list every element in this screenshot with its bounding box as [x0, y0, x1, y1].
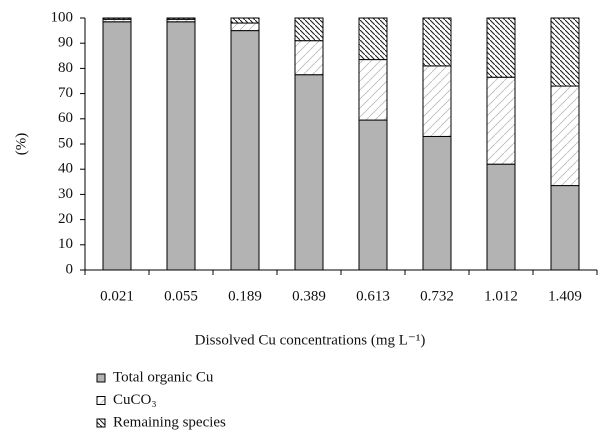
bar-segment: [230, 17, 260, 24]
bar-segment: [102, 21, 132, 271]
bar-segment: [230, 22, 260, 32]
bar-segment: [166, 17, 196, 20]
y-axis-label: (%): [13, 133, 29, 156]
x-tick-label: 1.409: [548, 288, 582, 304]
y-tick-label: 80: [58, 60, 73, 76]
bar-segment: [166, 21, 196, 271]
bar-segment: [550, 85, 580, 187]
x-tick-label: 0.613: [356, 288, 390, 304]
bar-segment: [422, 65, 452, 137]
y-tick-label: 20: [58, 211, 73, 227]
bar-segment: [550, 185, 580, 271]
y-tick-label: 0: [66, 261, 74, 277]
x-tick-label: 0.389: [292, 288, 326, 304]
x-tick-label: 0.055: [164, 288, 198, 304]
legend-item: Remaining species: [96, 414, 226, 430]
y-tick-label: 60: [58, 110, 73, 126]
legend-swatch: [96, 396, 106, 405]
bar-segment: [422, 135, 452, 271]
legend-item: Total organic Cu: [96, 369, 214, 385]
bar-segment: [294, 40, 324, 76]
bar-segment: [422, 17, 452, 67]
y-tick-label: 30: [58, 186, 73, 202]
y-tick-label: 40: [58, 161, 73, 177]
x-tick-label: 0.189: [228, 288, 262, 304]
bar-segment: [486, 163, 516, 271]
y-tick-label: 10: [58, 236, 73, 252]
legend-label: CuCO₃: [113, 392, 157, 408]
bar-segment: [294, 74, 324, 271]
bar-segment: [358, 119, 388, 271]
x-tick-label: 1.012: [484, 288, 518, 304]
x-tick-label: 0.732: [420, 288, 454, 304]
legend-swatch: [96, 418, 106, 428]
legend-item: CuCO₃: [96, 392, 157, 408]
x-axis-label: Dissolved Cu concentrations (mg L⁻¹): [195, 332, 426, 348]
y-tick-label: 100: [51, 9, 74, 25]
bar-segment: [358, 59, 388, 121]
legend-label: Total organic Cu: [113, 369, 214, 385]
bar-segment: [102, 17, 132, 20]
y-tick-label: 50: [58, 135, 73, 151]
bar-segment: [294, 17, 324, 42]
bar-segment: [358, 17, 388, 61]
x-tick-label: 0.021: [100, 288, 134, 304]
y-tick-label: 70: [58, 85, 73, 101]
legend-label: Remaining species: [113, 414, 226, 430]
bar-segment: [486, 76, 516, 165]
bar-segment: [230, 30, 260, 271]
legend-swatch: [96, 373, 106, 383]
y-tick-label: 90: [58, 35, 73, 51]
bar-segment: [550, 17, 580, 87]
bar-segment: [486, 17, 516, 78]
